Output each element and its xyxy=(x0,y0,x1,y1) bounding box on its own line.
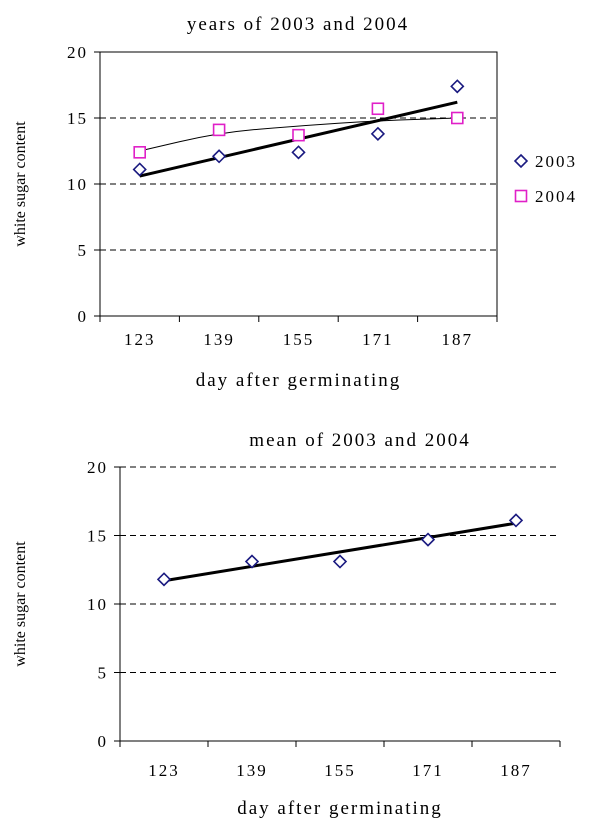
chart1-y-tick-label: 5 xyxy=(78,241,89,260)
chart1-series-2004-point xyxy=(450,111,464,125)
chart1-y-tick-label: 20 xyxy=(67,43,88,62)
chart1-series-2004-point xyxy=(212,123,226,137)
chart1-series-2003-point xyxy=(450,79,465,94)
chart1-y-tick-label: 10 xyxy=(67,175,88,194)
chart1-series-2004-point xyxy=(371,102,385,116)
chart2-series-point xyxy=(156,572,172,587)
chart2-x-tick-label: 187 xyxy=(500,761,532,780)
chart1-series-2003-point xyxy=(132,162,147,177)
chart1-x-tick-label: 155 xyxy=(283,330,315,349)
chart1-series-2003-point xyxy=(211,149,227,164)
chart1-x-tick-label: 139 xyxy=(203,330,235,349)
chart1-x-tick-label: 187 xyxy=(442,330,474,349)
chart1-legend-marker-2004 xyxy=(514,189,528,203)
chart1-y-tick-label: 15 xyxy=(67,109,88,128)
chart2-x-tick-label: 171 xyxy=(412,761,444,780)
chart1-series-2004-point xyxy=(292,128,305,142)
chart2-series-point xyxy=(420,532,436,547)
chart1-legend-marker-2003 xyxy=(513,153,529,169)
chart1-series-2003-point xyxy=(291,145,306,160)
chart2-x-axis-label: day after germinating xyxy=(237,798,443,819)
chart1-x-tick-label: 123 xyxy=(124,330,156,349)
chart1-trendline-curve xyxy=(139,117,458,152)
chart2-y-tick-label: 20 xyxy=(87,458,108,477)
chart1-plot-frame xyxy=(99,51,498,317)
chart2-y-tick-label: 5 xyxy=(98,664,109,683)
chart2-x-tick-label: 123 xyxy=(148,761,180,780)
chart1-y-tick-label: 0 xyxy=(78,307,89,326)
chart2-x-tick-label: 139 xyxy=(236,761,268,780)
chart1-legend-label-2003: 2003 xyxy=(535,152,577,171)
chart2-series-point xyxy=(508,513,524,528)
chart1-series-2003-point xyxy=(370,126,386,141)
chart1-x-tick-label: 171 xyxy=(362,330,394,349)
chart1-series-2004-point xyxy=(133,146,146,159)
chart1-x-axis-label: day after germinating xyxy=(196,370,402,391)
chart2-title: mean of 2003 and 2004 xyxy=(249,430,470,451)
chart2-y-tick-label: 10 xyxy=(87,595,108,614)
chart2-y-axis-label: white sugar content xyxy=(12,541,29,667)
chart2-y-tick-label: 0 xyxy=(98,732,109,751)
chart1-legend-label-2004: 2004 xyxy=(535,187,577,206)
chart2-series-point xyxy=(244,554,260,569)
chart1-y-axis-label: white sugar content xyxy=(12,121,29,247)
chart2-series-point xyxy=(332,554,348,569)
chart1-title: years of 2003 and 2004 xyxy=(187,14,409,35)
chart2-trendline-linear xyxy=(163,521,517,583)
chart2-x-tick-label: 155 xyxy=(324,761,356,780)
chart2-y-tick-label: 15 xyxy=(87,527,108,546)
